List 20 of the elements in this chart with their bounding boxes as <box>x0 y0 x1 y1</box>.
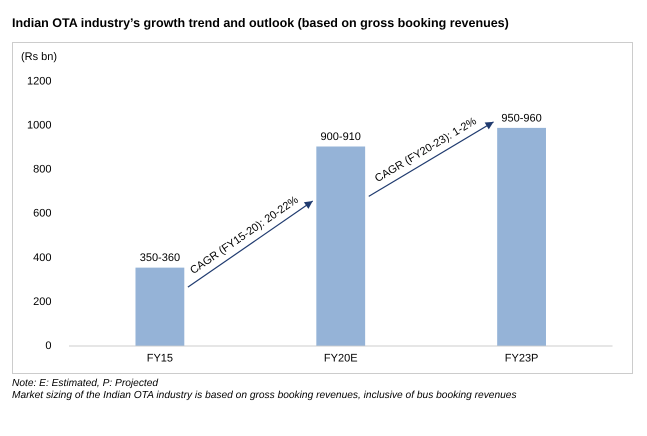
y-tick-label: 400 <box>33 252 52 264</box>
x-tick-label: FY23P <box>504 352 538 364</box>
chart-title: Indian OTA industry’s growth trend and outlook (based on gross booking revenues) <box>12 16 509 30</box>
data-label: 950-960 <box>501 112 542 124</box>
bar <box>497 128 546 346</box>
y-tick-label: 1200 <box>26 76 52 88</box>
text: Market sizing of the Indian OTA industry is based on gross booking revenues, inclusive of bus booking revenues <box>12 390 517 402</box>
y-tick-label: 600 <box>33 208 52 220</box>
data-label: 350-360 <box>140 252 180 264</box>
y-tick-label: 1000 <box>26 120 52 132</box>
text: Note: E: Estimated, P: Projected <box>12 378 160 390</box>
y-tick-label: 800 <box>33 164 52 176</box>
data-label: 900-910 <box>320 131 361 144</box>
x-tick-label: FY15 <box>146 352 174 364</box>
bar <box>316 146 366 346</box>
y-tick-label: 0 <box>45 340 52 352</box>
y-axis-title: (Rs bn) <box>21 51 58 63</box>
x-tick-label: FY20E <box>324 352 358 364</box>
bar <box>135 268 184 346</box>
y-tick-label: 200 <box>33 296 52 308</box>
